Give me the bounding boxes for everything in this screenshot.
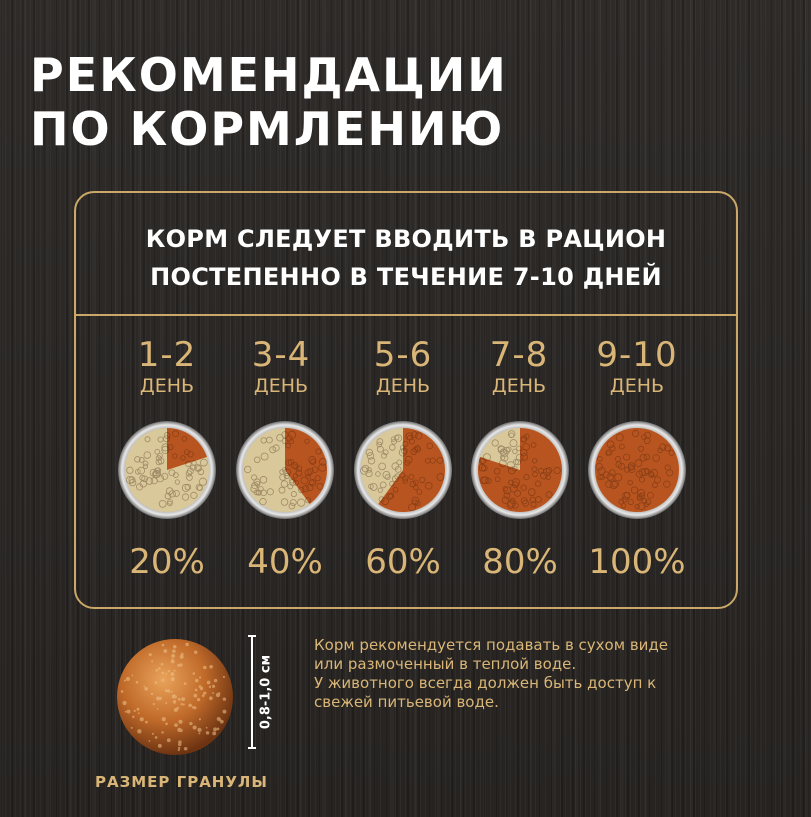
days-range: 3-4	[251, 335, 311, 375]
page-title: РЕКОМЕНДАЦИИ ПО КОРМЛЕНИЮ	[30, 48, 508, 156]
schedule-frame	[74, 191, 738, 609]
food-bowl-4	[471, 421, 569, 519]
days-label: ДЕНЬ	[139, 375, 195, 397]
days-label: ДЕНЬ	[491, 375, 547, 397]
days-range: 5-6	[373, 335, 433, 375]
percent-2: 40%	[247, 542, 323, 582]
schedule-days-3: 5-6 ДЕНЬ	[344, 336, 462, 398]
percent-1: 20%	[129, 542, 205, 582]
page-title-line-2: ПО КОРМЛЕНИЮ	[30, 102, 505, 156]
headline-line-1: КОРМ СЛЕДУЕТ ВВОДИТЬ В РАЦИОН	[145, 225, 667, 253]
days-label: ДЕНЬ	[609, 375, 665, 397]
percent-4: 80%	[482, 542, 558, 582]
granule-size-bracket	[248, 635, 256, 749]
days-range: 7-8	[489, 335, 549, 375]
page-title-line-1: РЕКОМЕНДАЦИИ	[30, 48, 508, 102]
percent-3: 60%	[365, 542, 441, 582]
schedule-days-2: 3-4 ДЕНЬ	[222, 336, 340, 398]
schedule-days-4: 7-8 ДЕНЬ	[460, 336, 578, 398]
granule-image	[117, 639, 233, 755]
food-bowl-1	[118, 421, 216, 519]
percent-5: 100%	[588, 542, 686, 582]
schedule-divider	[74, 314, 738, 316]
note-line-4: свежей питьевой воде.	[314, 693, 499, 711]
granule-size-label: 0,8-1,0 см	[258, 654, 274, 730]
note-line-3: У животного всегда должен быть доступ к	[314, 674, 657, 692]
food-bowl-3	[354, 421, 452, 519]
food-bowl-2	[236, 421, 334, 519]
granule-caption: РАЗМЕР ГРАНУЛЫ	[95, 773, 268, 791]
food-bowl-5	[588, 421, 686, 519]
days-label: ДЕНЬ	[375, 375, 431, 397]
days-label: ДЕНЬ	[253, 375, 309, 397]
feeding-note: Корм рекомендуется подавать в сухом виде…	[314, 636, 754, 712]
schedule-days-1: 1-2 ДЕНЬ	[108, 336, 226, 398]
note-line-1: Корм рекомендуется подавать в сухом виде	[314, 636, 669, 654]
headline-line-2: ПОСТЕПЕННО В ТЕЧЕНИЕ 7-10 ДНЕЙ	[150, 263, 662, 291]
note-line-2: или размоченный в теплой воде.	[314, 655, 577, 673]
days-range: 1-2	[137, 335, 197, 375]
schedule-headline: КОРМ СЛЕДУЕТ ВВОДИТЬ В РАЦИОН ПОСТЕПЕННО…	[80, 220, 732, 296]
days-range: 9-10	[596, 335, 678, 375]
schedule-days-5: 9-10 ДЕНЬ	[578, 336, 696, 398]
